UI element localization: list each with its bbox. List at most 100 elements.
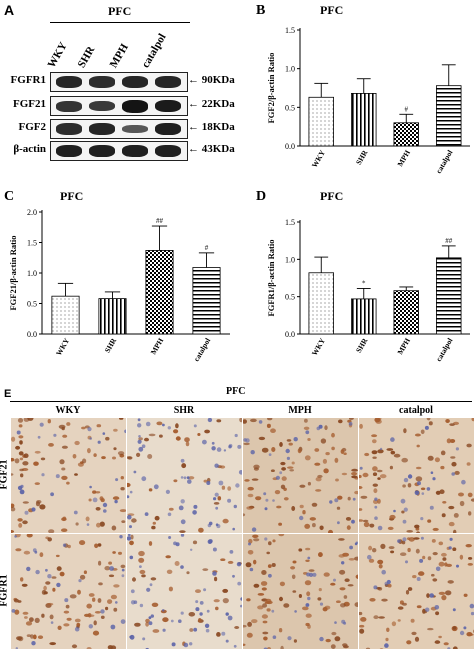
nucleus bbox=[178, 505, 184, 511]
stained-cell bbox=[75, 522, 79, 526]
stained-cell bbox=[435, 490, 441, 495]
stained-cell bbox=[288, 442, 293, 446]
stained-cell bbox=[41, 589, 47, 595]
panel-letter: C bbox=[4, 189, 14, 204]
stained-cell bbox=[468, 557, 473, 560]
stained-cell bbox=[138, 437, 143, 441]
nucleus bbox=[170, 619, 174, 623]
x-tick-label: catalpol bbox=[434, 337, 455, 364]
stained-cell bbox=[93, 453, 97, 457]
stained-cell bbox=[14, 458, 20, 464]
stained-cell bbox=[402, 484, 406, 488]
stained-cell bbox=[127, 482, 131, 488]
stained-cell bbox=[286, 439, 292, 442]
stained-cell bbox=[339, 569, 346, 575]
stained-cell bbox=[62, 516, 67, 521]
stained-cell bbox=[336, 506, 341, 510]
stained-cell bbox=[261, 614, 268, 619]
stained-cell bbox=[112, 456, 116, 460]
stained-cell bbox=[292, 560, 297, 564]
stained-cell bbox=[95, 507, 101, 511]
stained-cell bbox=[354, 556, 358, 561]
stained-cell bbox=[175, 436, 181, 441]
nucleus bbox=[149, 583, 153, 587]
stained-cell bbox=[427, 556, 432, 561]
nucleus bbox=[153, 484, 159, 490]
stained-cell bbox=[322, 458, 327, 464]
stained-cell bbox=[339, 587, 346, 591]
stained-cell bbox=[119, 509, 126, 513]
nucleus bbox=[430, 471, 434, 474]
stained-cell bbox=[98, 560, 102, 566]
stained-cell bbox=[131, 518, 137, 523]
stained-cell bbox=[112, 496, 120, 500]
nucleus bbox=[56, 582, 61, 588]
stained-cell bbox=[119, 418, 124, 420]
stained-cell bbox=[373, 488, 378, 494]
arrow-left-icon: ← bbox=[188, 143, 202, 155]
stained-cell bbox=[413, 537, 420, 540]
stained-cell bbox=[458, 492, 464, 497]
bar bbox=[308, 96, 334, 147]
stained-cell bbox=[452, 626, 457, 630]
nucleus bbox=[225, 639, 229, 643]
nucleus bbox=[115, 478, 119, 482]
stained-cell bbox=[283, 603, 290, 608]
stained-cell bbox=[147, 454, 153, 459]
blot-band bbox=[89, 76, 115, 88]
stained-cell bbox=[354, 602, 358, 607]
nucleus bbox=[203, 588, 207, 592]
nucleus bbox=[180, 534, 185, 537]
blot-lane-label: MPH bbox=[107, 41, 131, 70]
ihc-texture bbox=[243, 418, 358, 533]
stained-cell bbox=[468, 511, 472, 516]
stained-cell bbox=[253, 559, 257, 565]
blot-band bbox=[89, 100, 115, 112]
nucleus bbox=[272, 635, 277, 639]
stained-cell bbox=[422, 555, 426, 560]
ihc-image-tile bbox=[126, 417, 243, 534]
stained-cell bbox=[314, 448, 320, 452]
ihc-row-label: FGFR1 bbox=[0, 574, 10, 607]
stained-cell bbox=[380, 543, 386, 549]
stained-cell bbox=[438, 635, 442, 639]
nucleus bbox=[424, 425, 429, 430]
stained-cell bbox=[378, 564, 383, 569]
nucleus bbox=[138, 435, 141, 438]
stained-cell bbox=[359, 611, 363, 616]
stained-cell bbox=[400, 552, 407, 556]
blot-protein-label: FGFR1 bbox=[10, 74, 46, 86]
stained-cell bbox=[93, 620, 97, 626]
stained-cell bbox=[59, 571, 65, 577]
stained-cell bbox=[152, 521, 156, 525]
nucleus bbox=[129, 490, 133, 494]
stained-cell bbox=[280, 461, 286, 466]
stained-cell bbox=[281, 476, 287, 481]
stained-cell bbox=[431, 573, 435, 577]
stained-cell bbox=[365, 647, 371, 649]
nucleus bbox=[341, 619, 346, 624]
x-tick-label: WKY bbox=[310, 336, 327, 357]
stained-cell bbox=[66, 617, 72, 621]
nucleus bbox=[400, 498, 406, 504]
nucleus bbox=[26, 566, 31, 572]
stained-cell bbox=[162, 617, 169, 623]
stained-cell bbox=[253, 467, 259, 471]
stained-cell bbox=[113, 447, 117, 451]
stained-cell bbox=[466, 632, 473, 637]
nucleus bbox=[268, 573, 272, 578]
stained-cell bbox=[243, 643, 246, 646]
nucleus bbox=[124, 429, 126, 434]
stained-cell bbox=[87, 448, 91, 454]
nucleus bbox=[55, 474, 60, 479]
stained-cell bbox=[99, 521, 105, 527]
nucleus bbox=[237, 444, 242, 449]
x-tick-label: SHR bbox=[354, 148, 370, 166]
stained-cell bbox=[86, 603, 92, 609]
stained-cell bbox=[315, 489, 322, 492]
nucleus bbox=[373, 585, 378, 590]
stained-cell bbox=[432, 527, 439, 531]
stained-cell bbox=[197, 433, 201, 436]
nucleus bbox=[89, 485, 92, 489]
stained-cell bbox=[340, 603, 346, 608]
